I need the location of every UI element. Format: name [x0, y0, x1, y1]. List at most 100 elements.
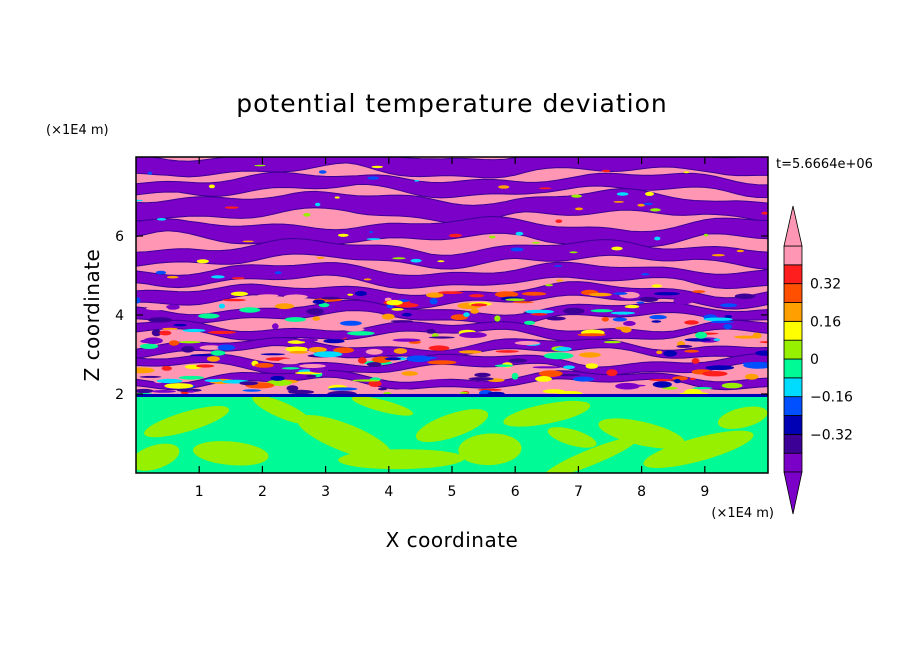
turbulent-patch: [426, 329, 436, 334]
stratified-band: [136, 237, 768, 270]
turbulent-patch: [333, 347, 354, 354]
turbulent-patch: [702, 371, 728, 377]
sparse-patch: [515, 231, 524, 236]
y-axis-label: Z coordinate: [80, 249, 104, 382]
sparse-patch: [334, 196, 340, 199]
sparse-patch: [410, 258, 422, 263]
sparse-patch: [316, 256, 325, 259]
turbulent-patch: [531, 313, 548, 316]
x-tick-label: 6: [511, 484, 520, 500]
turbulent-patch: [684, 338, 712, 342]
turbulent-patch: [346, 331, 375, 336]
turbulent-patch: [278, 358, 302, 365]
turbulent-patch: [254, 363, 274, 368]
turbulent-patch: [166, 304, 180, 310]
turbulent-patch: [429, 298, 438, 305]
colorbar-swatch: [783, 302, 803, 322]
turbulent-patch: [656, 350, 663, 355]
turbulent-patch: [705, 365, 735, 371]
turbulent-patch: [384, 357, 402, 361]
colorbar-swatch: [783, 283, 803, 303]
turbulent-patch: [136, 388, 154, 394]
turbulent-patch: [378, 387, 387, 391]
sparse-patch: [437, 260, 445, 263]
turbulent-patch: [313, 351, 343, 358]
turbulent-patch: [309, 367, 329, 373]
turbulent-patch: [684, 320, 699, 325]
x-tick-label: 2: [258, 484, 267, 500]
turbulent-patch: [176, 388, 202, 392]
turbulent-patch: [312, 316, 321, 321]
turbulent-patch: [676, 344, 693, 348]
turbulent-patch: [424, 379, 453, 386]
turbulent-patch: [649, 315, 667, 320]
sparse-patch: [224, 206, 239, 209]
mixed-layer-patch: [598, 418, 685, 449]
turbulent-patch: [151, 390, 177, 393]
sparse-patch: [369, 231, 374, 233]
turbulent-patch: [401, 371, 419, 376]
turbulent-patch: [589, 292, 612, 297]
turbulent-patch: [318, 303, 330, 308]
sparse-patch: [392, 257, 406, 260]
sparse-patch: [643, 202, 653, 206]
mixed-layer-patch: [252, 395, 311, 425]
turbulent-patch: [470, 308, 479, 314]
colorbar-tick-label: −0.16: [810, 390, 853, 406]
colorbar-swatch: [783, 377, 803, 398]
turbulent-patch: [723, 323, 733, 330]
sparse-patch: [208, 184, 215, 189]
turbulent-patch: [450, 314, 468, 321]
turbulent-patch: [204, 379, 223, 383]
turbulent-patch: [532, 366, 561, 369]
turbulent-patch: [734, 335, 758, 339]
turbulent-patch: [495, 364, 513, 368]
sparse-patch: [571, 194, 582, 198]
turbulent-patch: [689, 377, 696, 380]
turbulent-patch: [427, 360, 457, 365]
sparse-patch: [363, 278, 372, 281]
turbulent-patch: [495, 350, 519, 353]
turbulent-patch: [623, 321, 636, 326]
stratified-band: [136, 188, 768, 225]
sparse-patch: [498, 185, 510, 189]
turbulent-patch: [287, 340, 306, 344]
turbulent-patch: [535, 376, 552, 382]
turbulent-patch: [508, 358, 528, 363]
turbulent-patch: [615, 382, 640, 390]
turbulent-patch: [340, 320, 362, 326]
turbulent-patch: [402, 312, 412, 317]
sparse-patch: [318, 170, 327, 174]
turbulent-patch: [343, 327, 365, 332]
sparse-patch: [315, 202, 321, 207]
x-axis-label: X coordinate: [386, 528, 519, 552]
y-tick-label: 6: [115, 229, 124, 245]
turbulent-patch: [573, 376, 595, 382]
turbulent-patch: [366, 362, 382, 367]
turbulent-patch: [579, 352, 601, 358]
turbulent-patch: [390, 389, 416, 396]
turbulent-patch: [470, 303, 488, 307]
sparse-patch: [703, 233, 709, 237]
y-tick-label: 4: [115, 308, 124, 324]
stratified-band: [136, 281, 768, 310]
turbulent-patch: [352, 379, 381, 382]
turbulent-patch: [406, 333, 427, 338]
x-unit-label: (×1E4 m): [711, 506, 774, 521]
turbulent-patch: [306, 330, 326, 337]
turbulent-patch: [354, 291, 367, 296]
sparse-patch: [641, 273, 650, 276]
turbulent-patch: [511, 372, 519, 380]
turbulent-patch: [312, 299, 325, 304]
turbulent-patch: [222, 298, 246, 302]
mixed-layer-patch: [458, 433, 522, 466]
colorbar-swatch: [783, 320, 803, 341]
turbulent-patch: [468, 377, 494, 381]
turbulent-patch: [210, 350, 226, 356]
turbulent-patch: [308, 346, 327, 353]
turbulent-patch: [474, 372, 491, 378]
turbulent-patch: [323, 338, 345, 344]
turbulent-patch: [505, 298, 525, 302]
sparse-patch: [156, 218, 167, 221]
colorbar-swatch: [783, 339, 803, 360]
